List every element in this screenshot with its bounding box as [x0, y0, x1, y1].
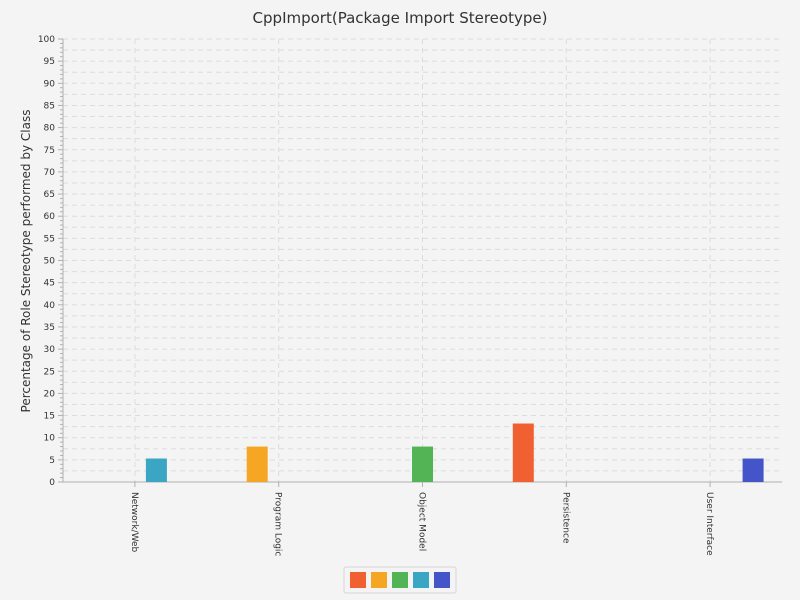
- bar: [412, 446, 433, 482]
- bar: [246, 446, 268, 482]
- y-tick-label: 30: [44, 345, 56, 355]
- chart-title: CppImport(Package Import Stereotype): [253, 9, 548, 27]
- legend-swatch: [434, 572, 450, 588]
- x-tick-label: Object Model: [417, 492, 427, 551]
- bars: [145, 423, 764, 482]
- y-axis: 0 5 10 15 20 25 30 35 40 45 50 55 60 65 70 75 80 85 90 95 10…: [38, 35, 64, 488]
- gridlines: [63, 38, 782, 483]
- x-axis: Network/Web Program Logic Object Model Pers…: [63, 481, 782, 556]
- bar: [145, 458, 167, 482]
- y-tick-label: 100: [38, 35, 55, 45]
- legend-swatch: [413, 572, 429, 588]
- bar: [742, 458, 764, 482]
- x-tick-label: Network/Web: [129, 492, 139, 553]
- y-tick-label: 90: [44, 79, 56, 89]
- y-tick-label: 80: [44, 124, 56, 134]
- y-tick-label: 85: [44, 101, 55, 111]
- y-tick-label: 15: [44, 412, 55, 422]
- y-tick-label: 10: [44, 434, 56, 444]
- x-tick-label: Persistence: [560, 492, 570, 544]
- y-tick-label: 55: [44, 234, 55, 244]
- y-tick-label: 65: [44, 190, 55, 200]
- bar: [512, 423, 534, 482]
- y-tick-label: 45: [44, 279, 55, 289]
- y-tick-label: 5: [49, 456, 55, 466]
- y-tick-label: 25: [44, 367, 55, 377]
- y-tick-label: 60: [44, 212, 56, 222]
- y-tick-label: 95: [44, 57, 55, 67]
- y-tick-label: 0: [49, 478, 55, 488]
- y-tick-label: 20: [44, 389, 56, 399]
- legend: [343, 566, 457, 594]
- y-tick-label: 75: [44, 146, 55, 156]
- y-tick-label: 50: [44, 257, 56, 267]
- y-tick-label: 35: [44, 323, 55, 333]
- y-tick-label: 40: [44, 301, 56, 311]
- x-tick-label: User Interface: [704, 492, 714, 556]
- legend-swatch: [371, 572, 387, 588]
- legend-swatch: [350, 572, 366, 588]
- legend-swatch: [392, 572, 408, 588]
- y-tick-label: 70: [44, 168, 56, 178]
- x-tick-label: Program Logic: [273, 492, 283, 556]
- y-axis-label: Percentage of Role Stereotype performed …: [19, 110, 33, 413]
